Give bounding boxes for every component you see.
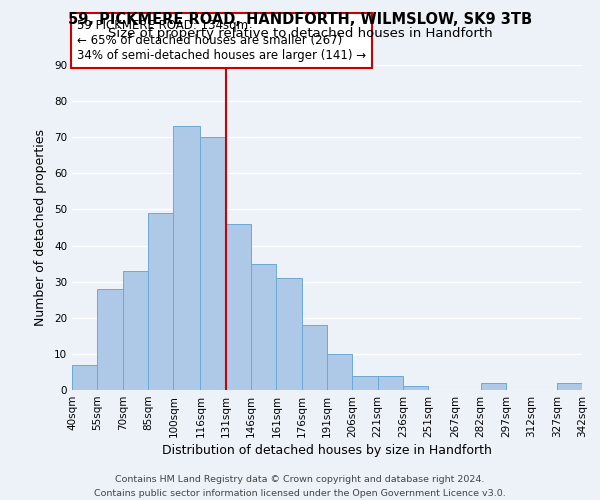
Bar — [352, 376, 377, 390]
Bar — [200, 137, 226, 390]
Bar — [557, 383, 582, 390]
Y-axis label: Number of detached properties: Number of detached properties — [34, 129, 47, 326]
Bar — [403, 386, 428, 390]
Bar — [481, 383, 506, 390]
Text: 59 PICKMERE ROAD: 134sqm
← 65% of detached houses are smaller (267)
34% of semi-: 59 PICKMERE ROAD: 134sqm ← 65% of detach… — [77, 18, 366, 62]
Bar — [327, 354, 352, 390]
Bar — [148, 213, 173, 390]
Bar — [173, 126, 200, 390]
Text: Size of property relative to detached houses in Handforth: Size of property relative to detached ho… — [107, 28, 493, 40]
Bar — [97, 289, 122, 390]
Bar — [226, 224, 251, 390]
Bar — [302, 325, 327, 390]
X-axis label: Distribution of detached houses by size in Handforth: Distribution of detached houses by size … — [162, 444, 492, 457]
Text: 59, PICKMERE ROAD, HANDFORTH, WILMSLOW, SK9 3TB: 59, PICKMERE ROAD, HANDFORTH, WILMSLOW, … — [68, 12, 532, 28]
Text: Contains HM Land Registry data © Crown copyright and database right 2024.
Contai: Contains HM Land Registry data © Crown c… — [94, 476, 506, 498]
Bar — [277, 278, 302, 390]
Bar — [123, 271, 148, 390]
Bar — [378, 376, 403, 390]
Bar — [251, 264, 276, 390]
Bar — [72, 364, 97, 390]
